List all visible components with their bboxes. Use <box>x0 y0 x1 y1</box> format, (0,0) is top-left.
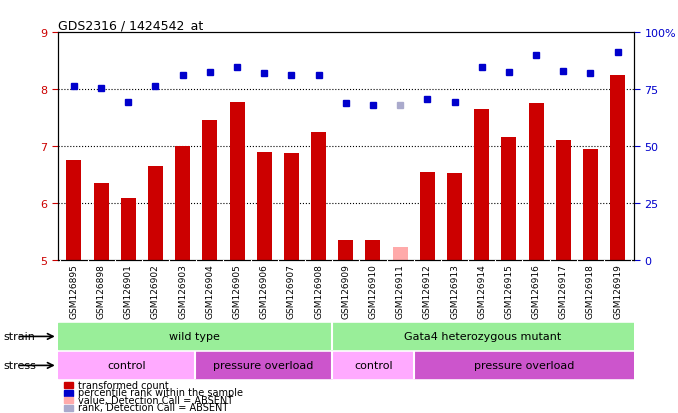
Text: wild type: wild type <box>170 332 220 342</box>
Bar <box>447 174 462 260</box>
Text: stress: stress <box>3 361 36 370</box>
Bar <box>311 133 326 260</box>
Bar <box>66 161 81 260</box>
Text: Gata4 heterozygous mutant: Gata4 heterozygous mutant <box>404 332 561 342</box>
Text: GSM126902: GSM126902 <box>151 263 160 318</box>
Text: strain: strain <box>3 332 35 342</box>
Bar <box>474 110 489 260</box>
Text: GSM126912: GSM126912 <box>423 263 432 318</box>
Bar <box>529 104 544 260</box>
Text: GSM126908: GSM126908 <box>314 263 323 318</box>
Text: control: control <box>354 361 393 370</box>
Bar <box>203 121 218 260</box>
Bar <box>610 76 625 260</box>
Text: GSM126898: GSM126898 <box>97 263 106 318</box>
Text: GSM126917: GSM126917 <box>559 263 567 318</box>
Bar <box>420 172 435 260</box>
Text: GSM126907: GSM126907 <box>287 263 296 318</box>
Text: GSM126914: GSM126914 <box>477 263 486 318</box>
Bar <box>58 353 195 378</box>
Text: transformed count: transformed count <box>78 380 169 390</box>
Text: rank, Detection Call = ABSENT: rank, Detection Call = ABSENT <box>78 402 228 412</box>
Bar <box>257 152 272 260</box>
Bar <box>338 240 353 260</box>
Text: GSM126903: GSM126903 <box>178 263 187 318</box>
Bar <box>556 141 571 260</box>
Text: value, Detection Call = ABSENT: value, Detection Call = ABSENT <box>78 395 233 405</box>
Bar <box>332 324 634 349</box>
Text: GSM126918: GSM126918 <box>586 263 595 318</box>
Text: GSM126904: GSM126904 <box>205 263 214 318</box>
Text: percentile rank within the sample: percentile rank within the sample <box>78 387 243 397</box>
Text: GSM126909: GSM126909 <box>341 263 351 318</box>
Text: GSM126905: GSM126905 <box>233 263 241 318</box>
Text: GSM126910: GSM126910 <box>368 263 378 318</box>
Text: pressure overload: pressure overload <box>214 361 314 370</box>
Text: GSM126901: GSM126901 <box>124 263 133 318</box>
Text: GSM126919: GSM126919 <box>613 263 622 318</box>
Bar <box>583 150 598 260</box>
Bar <box>332 353 414 378</box>
Bar <box>195 353 332 378</box>
Bar <box>502 138 517 260</box>
Bar <box>230 102 245 260</box>
Text: GSM126916: GSM126916 <box>532 263 540 318</box>
Bar <box>284 154 299 260</box>
Bar <box>94 183 108 260</box>
Text: GSM126911: GSM126911 <box>396 263 405 318</box>
Bar <box>414 353 634 378</box>
Bar <box>393 248 407 260</box>
Text: GSM126906: GSM126906 <box>260 263 268 318</box>
Bar <box>58 324 332 349</box>
Bar <box>365 240 380 260</box>
Bar <box>121 199 136 260</box>
Bar <box>175 147 190 260</box>
Text: GSM126915: GSM126915 <box>504 263 513 318</box>
Text: GSM126895: GSM126895 <box>69 263 79 318</box>
Text: GSM126913: GSM126913 <box>450 263 459 318</box>
Text: pressure overload: pressure overload <box>474 361 574 370</box>
Bar <box>148 166 163 260</box>
Text: control: control <box>107 361 146 370</box>
Text: GDS2316 / 1424542_at: GDS2316 / 1424542_at <box>58 19 203 31</box>
